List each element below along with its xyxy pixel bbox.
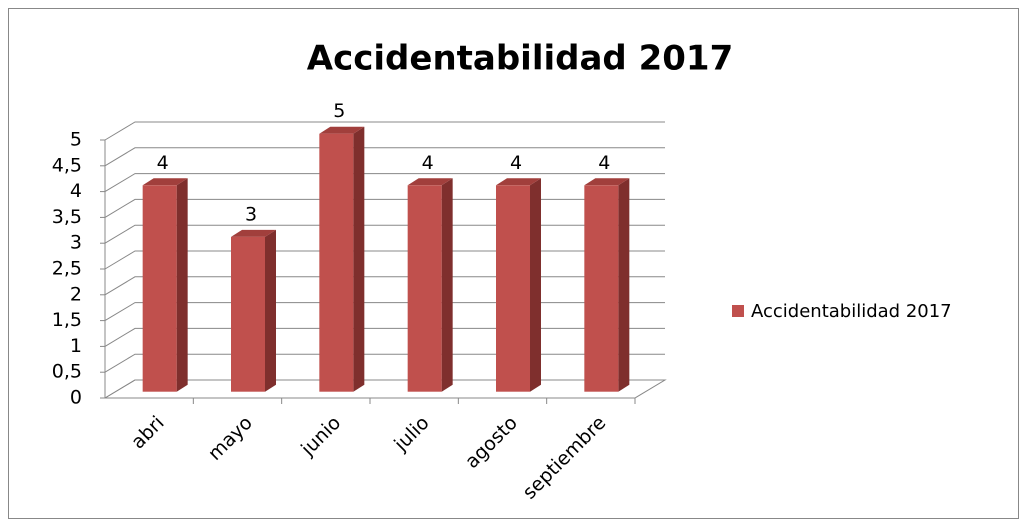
bar	[319, 126, 365, 392]
y-tick-label: 4	[70, 180, 82, 202]
data-label: 4	[157, 152, 169, 174]
y-tick-label: 2	[70, 283, 82, 305]
bar-top	[496, 178, 541, 186]
bar-front	[231, 236, 265, 392]
y-tick-label: 3	[70, 232, 82, 254]
bar-top	[231, 229, 276, 237]
data-label: 4	[510, 152, 522, 174]
grid-line	[104, 250, 665, 270]
data-label: 4	[422, 152, 434, 174]
bar-side	[618, 178, 630, 392]
chart-title: Accidentabilidad 2017	[307, 39, 733, 79]
bar	[142, 178, 188, 392]
grid-line	[104, 173, 665, 193]
y-tick-label: 0	[70, 387, 82, 409]
bar-side	[441, 178, 453, 392]
y-tick-label: 4,5	[52, 154, 82, 176]
bar-front	[584, 185, 619, 392]
grid-line	[104, 302, 665, 322]
y-tick-label: 2,5	[52, 258, 82, 280]
bar-top	[319, 126, 365, 134]
bar-side	[530, 178, 541, 392]
grid-line	[104, 198, 665, 218]
grid-line	[104, 224, 665, 244]
grid-line	[104, 276, 665, 296]
bar-side	[265, 229, 276, 392]
y-tick-label: 1	[70, 335, 82, 357]
grid-line	[104, 327, 665, 347]
legend-swatch	[732, 305, 744, 317]
bar	[407, 178, 453, 392]
y-tick-label: 1,5	[52, 309, 82, 331]
grid-line	[104, 379, 665, 399]
y-tick-label: 5	[70, 129, 82, 151]
data-label: 5	[333, 100, 345, 122]
bar-front	[319, 133, 354, 392]
data-label: 3	[245, 203, 257, 225]
bar	[231, 229, 276, 392]
bar	[584, 178, 630, 392]
bar-front	[496, 185, 530, 392]
grid-line	[104, 121, 665, 141]
bar-top	[584, 178, 630, 186]
legend-label: Accidentabilidad 2017	[751, 301, 952, 322]
y-tick-label: 0,5	[52, 361, 82, 383]
grid-line	[104, 353, 665, 373]
bar-side	[176, 178, 188, 392]
bar-side	[353, 126, 365, 392]
bar-top	[142, 178, 188, 186]
y-tick-label: 3,5	[52, 206, 82, 228]
bar-front	[407, 185, 442, 392]
grid-line	[104, 147, 665, 167]
bar-front	[142, 185, 177, 392]
bar-top	[407, 178, 453, 186]
data-label: 4	[598, 152, 610, 174]
bar	[496, 178, 541, 392]
